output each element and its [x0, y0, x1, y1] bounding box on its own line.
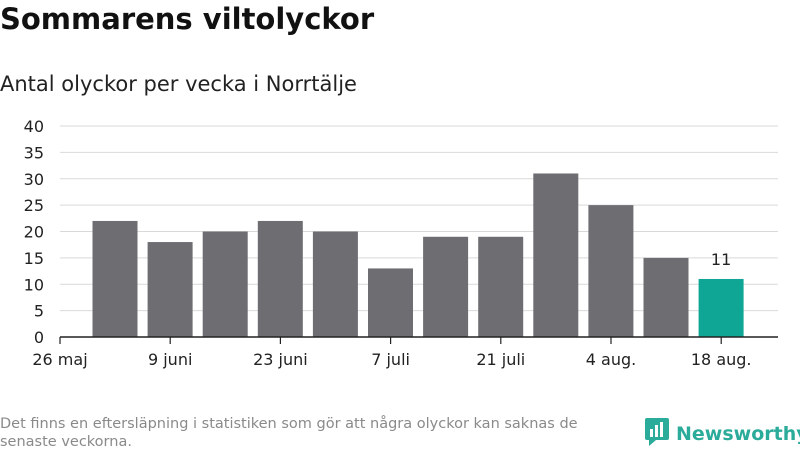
y-tick-label: 30	[24, 170, 44, 189]
y-tick-label: 15	[24, 249, 44, 268]
y-tick-label: 25	[24, 196, 44, 215]
x-tick-label: 21 juli	[476, 350, 525, 369]
bar	[202, 231, 248, 337]
bar	[257, 220, 303, 337]
y-tick-label: 35	[24, 143, 44, 162]
chart-subtitle: Antal olyckor per vecka i Norrtälje	[0, 72, 357, 96]
x-tick-label: 7 juli	[371, 350, 410, 369]
x-tick-label: 23 juni	[253, 350, 308, 369]
newsworthy-logo[interactable]: Newsworthy	[644, 417, 800, 450]
x-tick-label: 18 aug.	[691, 350, 752, 369]
bar-chart-logo-icon	[644, 417, 670, 450]
highlighted-bar	[698, 278, 744, 337]
bar	[423, 236, 469, 337]
x-tick-label: 9 juni	[148, 350, 192, 369]
bar	[92, 220, 138, 337]
x-tick-label: 26 maj	[32, 350, 87, 369]
x-tick-label: 4 aug.	[586, 350, 636, 369]
y-tick-label: 0	[34, 328, 44, 347]
bar-value-label: 11	[711, 250, 731, 269]
bar	[368, 268, 413, 337]
bar	[643, 257, 689, 337]
bar	[588, 205, 634, 337]
bar	[312, 231, 358, 337]
y-tick-label: 10	[24, 275, 44, 294]
chart-title: Sommarens viltolyckor	[0, 2, 375, 36]
bar	[147, 242, 193, 337]
y-tick-label: 40	[24, 117, 44, 136]
y-tick-label: 5	[34, 302, 44, 321]
bar	[478, 236, 524, 337]
bar	[533, 173, 579, 337]
brand-name: Newsworthy	[676, 423, 800, 445]
bar-chart: 0 5 10 15 20 25 30 35 40 11 26 maj 9 juni 23 juni 7 j…	[24, 117, 778, 369]
y-tick-label: 20	[24, 223, 44, 242]
footnote: Det finns en eftersläpning i statistiken…	[0, 416, 578, 450]
